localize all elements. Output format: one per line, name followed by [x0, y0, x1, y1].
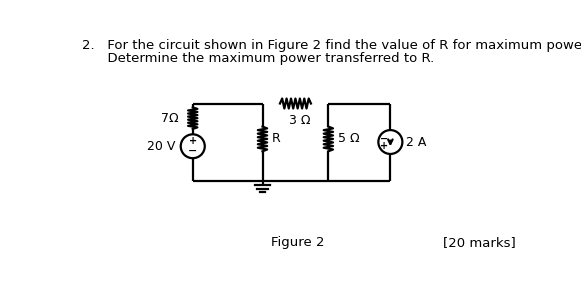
- Text: 7Ω: 7Ω: [161, 112, 179, 125]
- Text: +: +: [380, 141, 388, 150]
- Text: 2.   For the circuit shown in Figure 2 find the value of R for maximum power tra: 2. For the circuit shown in Figure 2 fin…: [82, 39, 581, 52]
- Text: 3 Ω: 3 Ω: [289, 114, 310, 127]
- Text: R: R: [272, 132, 281, 145]
- Text: [20 marks]: [20 marks]: [443, 236, 516, 249]
- Text: −: −: [380, 134, 388, 143]
- Text: Determine the maximum power transferred to R.: Determine the maximum power transferred …: [82, 52, 434, 65]
- Text: 5 Ω: 5 Ω: [338, 132, 359, 145]
- Text: 2 A: 2 A: [406, 136, 426, 148]
- Text: −: −: [188, 146, 198, 156]
- Text: +: +: [189, 136, 197, 146]
- Text: Figure 2: Figure 2: [271, 236, 324, 249]
- Text: 20 V: 20 V: [148, 140, 175, 153]
